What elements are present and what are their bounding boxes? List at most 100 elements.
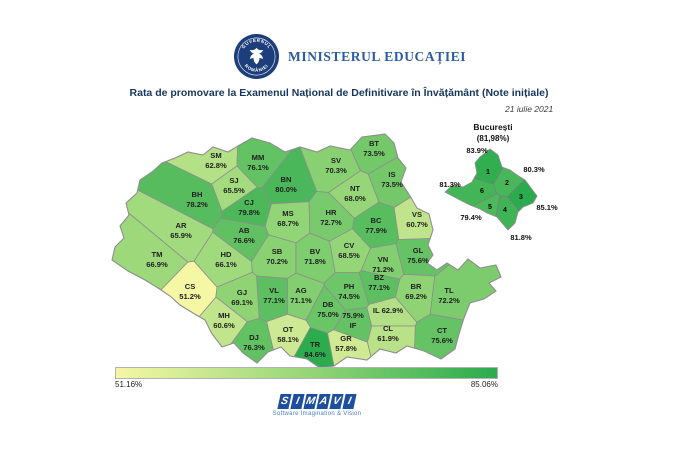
map-label: 73.5% xyxy=(381,180,403,189)
legend-gradient-bar xyxy=(115,367,498,379)
map-label: 75.6% xyxy=(407,256,429,265)
map-label: 69.1% xyxy=(231,298,253,307)
map-label: 58.1% xyxy=(277,335,299,344)
map-label: 75.0% xyxy=(317,310,339,319)
map-label: BC xyxy=(371,216,382,225)
legend-min-label: 51.16% xyxy=(115,380,143,389)
map-label: 71.2% xyxy=(372,265,394,274)
map-label: CV xyxy=(344,241,355,250)
map-label: 60.7% xyxy=(406,220,428,229)
map-label: 66.9% xyxy=(146,260,168,269)
map-label: AR xyxy=(176,221,187,230)
map-label: 65.5% xyxy=(223,186,245,195)
map-label: MS xyxy=(282,209,293,218)
map-label: DB xyxy=(323,300,334,309)
map-label: HD xyxy=(221,250,232,259)
map-label: GL xyxy=(413,246,424,255)
map-label: 79.4% xyxy=(460,213,482,222)
map-label: 65.9% xyxy=(170,231,192,240)
map-label: 3 xyxy=(519,194,523,201)
map-label: CL xyxy=(383,324,393,333)
map-label: 1 xyxy=(486,169,490,176)
svg-text:ROMÂNIEI: ROMÂNIEI xyxy=(244,63,270,73)
map-label: 6 xyxy=(480,188,484,195)
bucharest-inset xyxy=(445,149,537,230)
simavi-letter: I xyxy=(342,394,357,409)
map-label: 75.9% xyxy=(342,311,364,320)
map-label: 5 xyxy=(488,204,492,211)
map-label: VL xyxy=(269,286,279,295)
map-label: BV xyxy=(310,247,321,256)
map-label: 81.3% xyxy=(439,180,461,189)
map-label: (81,98%) xyxy=(477,134,510,143)
map-label: 57.8% xyxy=(335,344,357,353)
map-label: 76.6% xyxy=(233,236,255,245)
color-scale-legend: 51.16% 85.06% xyxy=(115,367,498,389)
map-label: 70.2% xyxy=(266,257,288,266)
map-label: BH xyxy=(192,190,203,199)
romania-border xyxy=(111,133,502,369)
simavi-letter: I xyxy=(290,394,305,409)
simavi-tagline: Software Imagination & Vision xyxy=(272,411,362,417)
government-seal-logo: GUVERNUL ROMÂNIEI xyxy=(233,33,280,80)
report-title: Rata de promovare la Examenul Național d… xyxy=(129,87,549,99)
map-label: 83.9% xyxy=(466,146,488,155)
seal-inner-ring xyxy=(237,37,276,76)
legend-max-label: 85.06% xyxy=(470,380,498,389)
county-labels: SM62.8%MM76.1%SV70.3%BT73.5%IS73.5%BN80.… xyxy=(146,139,460,359)
map-label: SV xyxy=(331,156,342,165)
map-label: 2 xyxy=(505,180,509,187)
map-label: 76.1% xyxy=(247,163,269,172)
map-label: DJ xyxy=(249,333,259,342)
simavi-letter: V xyxy=(329,394,344,409)
map-label: PH xyxy=(344,282,355,291)
map-label: SJ xyxy=(229,176,238,185)
map-label: HR xyxy=(326,208,337,217)
map-label: 51.2% xyxy=(179,292,201,301)
report-date: 21 iulie 2021 xyxy=(505,104,554,114)
map-label: VN xyxy=(378,255,389,264)
map-label: IS xyxy=(388,170,395,179)
map-label: BZ xyxy=(374,273,384,282)
map-label: 71.8% xyxy=(304,257,326,266)
map-label: 71.1% xyxy=(290,296,312,305)
map-label: 80.3% xyxy=(523,165,545,174)
map-label: București xyxy=(473,122,512,132)
map-label: CJ xyxy=(244,198,254,207)
map-label: 76.3% xyxy=(243,343,265,352)
map-label: 77.9% xyxy=(365,226,387,235)
map-label: GR xyxy=(340,334,352,343)
map-label: 61.9% xyxy=(377,334,399,343)
map-label: 72.2% xyxy=(438,296,460,305)
map-label: NT xyxy=(350,184,360,193)
map-label: 77.1% xyxy=(263,296,285,305)
bucharest-labels: București (81,98%) 1 83.9% 2 80.3% 3 85.1% 4 81.8… xyxy=(439,122,558,242)
simavi-logo: S I M A V I Software Imagination & Visio… xyxy=(0,391,634,417)
simavi-letter: M xyxy=(303,394,318,409)
map-label: CT xyxy=(437,326,447,335)
map-label: 85.1% xyxy=(536,203,558,212)
map-label: 84.6% xyxy=(304,350,326,359)
simavi-letter-boxes: S I M A V I xyxy=(277,394,357,409)
map-label: 79.8% xyxy=(238,208,260,217)
map-label: BR xyxy=(411,282,422,291)
map-label: 81.8% xyxy=(510,233,532,242)
map-label: 60.6% xyxy=(213,321,235,330)
map-label: 66.1% xyxy=(215,260,237,269)
map-label: CS xyxy=(185,282,196,291)
eagle-emblem-icon xyxy=(249,47,264,65)
map-label: SM xyxy=(210,151,221,160)
map-label: SB xyxy=(272,247,283,256)
map-label: TR xyxy=(310,340,321,349)
map-label: 80.0% xyxy=(275,185,297,194)
map-label: 77.1% xyxy=(368,283,390,292)
map-label: MH xyxy=(218,311,230,320)
map-label: AB xyxy=(239,226,250,235)
simavi-letter: A xyxy=(316,394,331,409)
map-label: TM xyxy=(152,250,163,259)
map-label: OT xyxy=(283,325,294,334)
map-label: TL xyxy=(444,286,454,295)
map-label: 73.5% xyxy=(363,149,385,158)
